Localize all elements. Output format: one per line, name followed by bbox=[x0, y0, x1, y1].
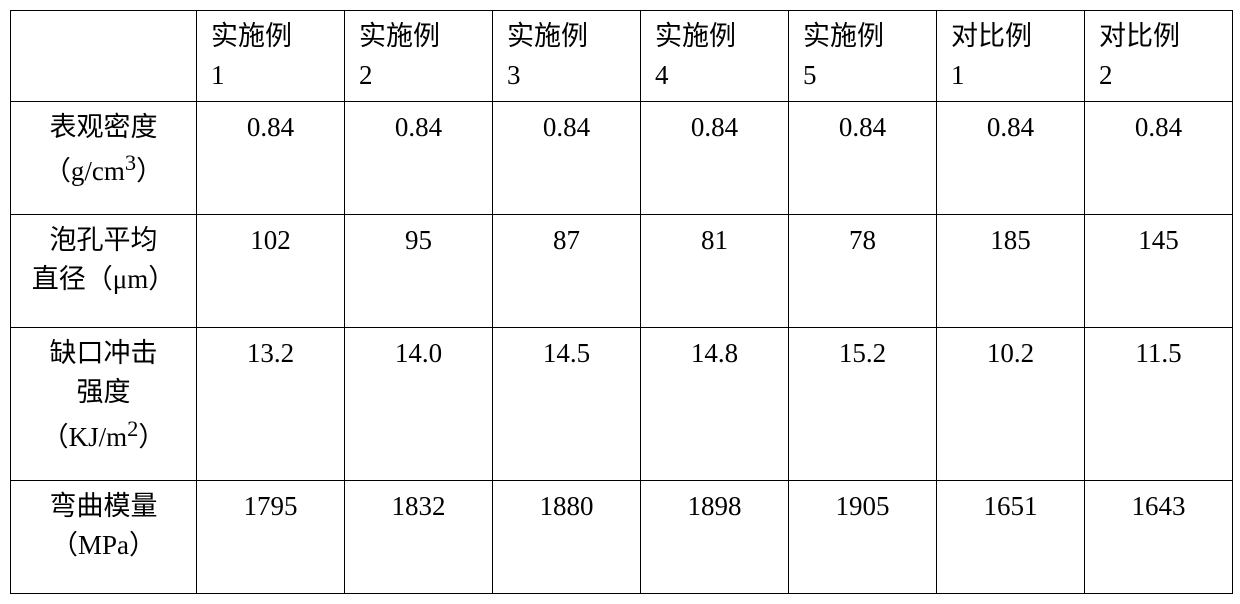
header-cell-blank bbox=[11, 11, 197, 102]
cell: 0.84 bbox=[345, 102, 493, 215]
header-cell-5: 实施例 5 bbox=[789, 11, 937, 102]
cell: 14.0 bbox=[345, 328, 493, 481]
header-label: 对比例 bbox=[951, 17, 1080, 56]
header-sub: 3 bbox=[507, 56, 636, 95]
cell: 14.8 bbox=[641, 328, 789, 481]
cell: 185 bbox=[937, 215, 1085, 328]
cell: 0.84 bbox=[1085, 102, 1233, 215]
header-cell-6: 对比例 1 bbox=[937, 11, 1085, 102]
row-label: 弯曲模量（MPa） bbox=[11, 481, 197, 594]
header-sub: 2 bbox=[1099, 56, 1228, 95]
cell: 87 bbox=[493, 215, 641, 328]
cell: 0.84 bbox=[197, 102, 345, 215]
table-row: 泡孔平均直径（μm） 102 95 87 81 78 185 145 bbox=[11, 215, 1233, 328]
cell: 81 bbox=[641, 215, 789, 328]
header-sub: 4 bbox=[655, 56, 784, 95]
header-label: 实施例 bbox=[211, 17, 340, 56]
table-row: 表观密度（g/cm3） 0.84 0.84 0.84 0.84 0.84 0.8… bbox=[11, 102, 1233, 215]
header-sub: 1 bbox=[951, 56, 1080, 95]
cell: 10.2 bbox=[937, 328, 1085, 481]
table-body: 实施例 1 实施例 2 实施例 3 实施例 4 实施例 5 对比例 1 bbox=[11, 11, 1233, 594]
row-label: 泡孔平均直径（μm） bbox=[11, 215, 197, 328]
cell: 1880 bbox=[493, 481, 641, 594]
cell: 14.5 bbox=[493, 328, 641, 481]
comparison-table: 实施例 1 实施例 2 实施例 3 实施例 4 实施例 5 对比例 1 bbox=[10, 10, 1233, 594]
table-row: 弯曲模量（MPa） 1795 1832 1880 1898 1905 1651 … bbox=[11, 481, 1233, 594]
cell: 1832 bbox=[345, 481, 493, 594]
cell: 145 bbox=[1085, 215, 1233, 328]
header-sub: 5 bbox=[803, 56, 932, 95]
cell: 1898 bbox=[641, 481, 789, 594]
table-header-row: 实施例 1 实施例 2 实施例 3 实施例 4 实施例 5 对比例 1 bbox=[11, 11, 1233, 102]
cell: 0.84 bbox=[789, 102, 937, 215]
table-row: 缺口冲击强度（KJ/m2） 13.2 14.0 14.5 14.8 15.2 1… bbox=[11, 328, 1233, 481]
cell: 13.2 bbox=[197, 328, 345, 481]
header-sub: 2 bbox=[359, 56, 488, 95]
header-cell-4: 实施例 4 bbox=[641, 11, 789, 102]
cell: 1905 bbox=[789, 481, 937, 594]
cell: 11.5 bbox=[1085, 328, 1233, 481]
cell: 1795 bbox=[197, 481, 345, 594]
header-label: 对比例 bbox=[1099, 17, 1228, 56]
cell: 0.84 bbox=[493, 102, 641, 215]
cell: 1651 bbox=[937, 481, 1085, 594]
header-cell-3: 实施例 3 bbox=[493, 11, 641, 102]
cell: 0.84 bbox=[641, 102, 789, 215]
header-label: 实施例 bbox=[803, 17, 932, 56]
header-cell-2: 实施例 2 bbox=[345, 11, 493, 102]
header-sub: 1 bbox=[211, 56, 340, 95]
cell: 78 bbox=[789, 215, 937, 328]
header-label: 实施例 bbox=[507, 17, 636, 56]
header-label: 实施例 bbox=[655, 17, 784, 56]
comparison-table-container: 实施例 1 实施例 2 实施例 3 实施例 4 实施例 5 对比例 1 bbox=[10, 10, 1230, 594]
row-label: 表观密度（g/cm3） bbox=[11, 102, 197, 215]
cell: 95 bbox=[345, 215, 493, 328]
cell: 15.2 bbox=[789, 328, 937, 481]
header-cell-7: 对比例 2 bbox=[1085, 11, 1233, 102]
row-label: 缺口冲击强度（KJ/m2） bbox=[11, 328, 197, 481]
cell: 1643 bbox=[1085, 481, 1233, 594]
header-cell-1: 实施例 1 bbox=[197, 11, 345, 102]
cell: 0.84 bbox=[937, 102, 1085, 215]
header-label: 实施例 bbox=[359, 17, 488, 56]
cell: 102 bbox=[197, 215, 345, 328]
